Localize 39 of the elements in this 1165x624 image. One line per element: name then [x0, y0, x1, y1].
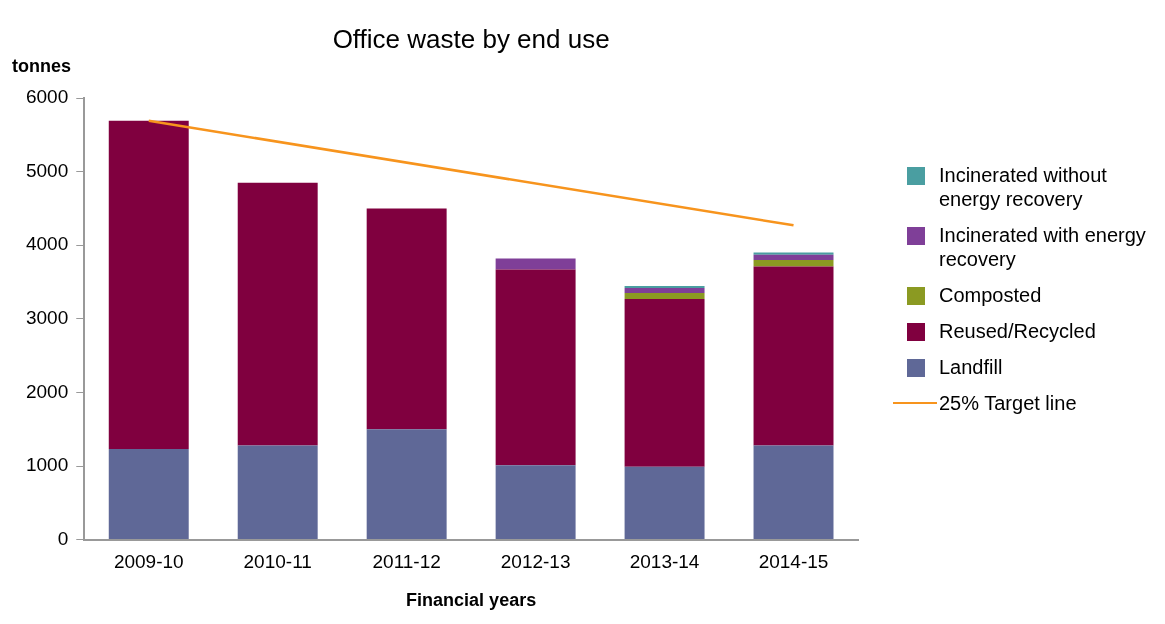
- chart-title: Office waste by end use: [332, 24, 610, 54]
- legend-label: Incinerated with energy recovery: [939, 223, 1147, 271]
- x-tick-label: 2010-11: [243, 551, 312, 573]
- bar: [624, 466, 705, 540]
- bar: [108, 120, 189, 450]
- y-axis-title: tonnes: [12, 56, 72, 76]
- legend-label: Landfill: [939, 355, 1003, 379]
- y-tick-label: 6000: [25, 86, 69, 108]
- bar: [624, 287, 705, 294]
- y-tick-label: 2000: [25, 380, 69, 402]
- legend-label: Reused/Recycled: [939, 319, 1096, 343]
- y-tick-label: 5000: [25, 159, 69, 181]
- bar: [753, 266, 834, 446]
- bar: [753, 259, 834, 267]
- y-tick-label: 3000: [25, 307, 69, 329]
- x-tick-label: 2014-15: [758, 551, 829, 573]
- bar: [366, 429, 447, 540]
- x-tick-label: 2013-14: [629, 551, 700, 573]
- bar: [108, 449, 189, 540]
- bar: [495, 465, 576, 540]
- bar: [237, 445, 318, 540]
- bar: [495, 258, 576, 270]
- legend-label: Composted: [939, 283, 1042, 307]
- x-tick-label: 2009-10: [113, 551, 184, 573]
- y-tick-label: 4000: [25, 233, 69, 255]
- x-tick-label: 2012-13: [500, 551, 571, 573]
- bar: [753, 445, 834, 540]
- legend-label: Incinerated without energy recovery: [939, 163, 1108, 211]
- bar: [624, 293, 705, 299]
- bar: [753, 254, 834, 260]
- bar: [366, 208, 447, 430]
- bar: [237, 182, 318, 446]
- bar: [495, 269, 576, 466]
- x-axis-title: Financial years: [406, 590, 537, 611]
- bar: [624, 298, 705, 467]
- x-tick-label: 2011-12: [372, 551, 441, 573]
- legend-label: 25% Target line: [939, 391, 1077, 415]
- y-tick-label: 0: [57, 527, 69, 549]
- y-tick-label: 1000: [25, 454, 69, 476]
